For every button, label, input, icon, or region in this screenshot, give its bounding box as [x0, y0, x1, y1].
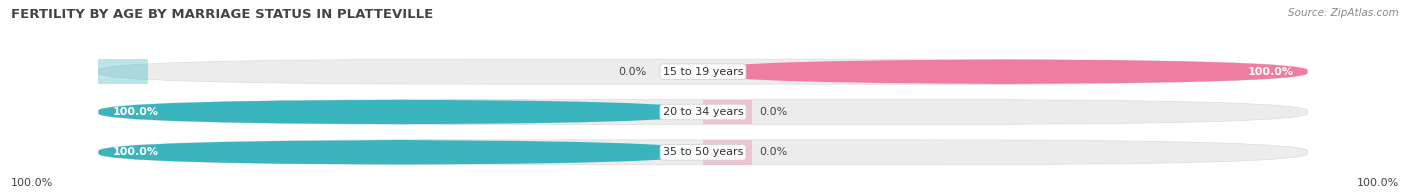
Text: Source: ZipAtlas.com: Source: ZipAtlas.com — [1288, 8, 1399, 18]
Text: 100.0%: 100.0% — [112, 147, 159, 157]
Text: 15 to 19 years: 15 to 19 years — [662, 67, 744, 77]
Text: 100.0%: 100.0% — [1247, 67, 1294, 77]
Text: 0.0%: 0.0% — [759, 147, 787, 157]
Text: 100.0%: 100.0% — [1357, 178, 1399, 188]
Text: 100.0%: 100.0% — [112, 107, 159, 117]
Text: 0.0%: 0.0% — [619, 67, 647, 77]
Text: FERTILITY BY AGE BY MARRIAGE STATUS IN PLATTEVILLE: FERTILITY BY AGE BY MARRIAGE STATUS IN P… — [11, 8, 433, 21]
FancyBboxPatch shape — [98, 100, 703, 124]
Text: 0.0%: 0.0% — [759, 107, 787, 117]
Bar — [703, 140, 752, 165]
FancyBboxPatch shape — [98, 100, 1308, 124]
FancyBboxPatch shape — [98, 140, 1308, 165]
FancyBboxPatch shape — [98, 140, 703, 165]
Bar — [703, 100, 752, 124]
Bar — [98, 59, 148, 84]
FancyBboxPatch shape — [98, 59, 1308, 84]
Text: 35 to 50 years: 35 to 50 years — [662, 147, 744, 157]
Text: 100.0%: 100.0% — [11, 178, 53, 188]
FancyBboxPatch shape — [703, 59, 1308, 84]
Text: 20 to 34 years: 20 to 34 years — [662, 107, 744, 117]
